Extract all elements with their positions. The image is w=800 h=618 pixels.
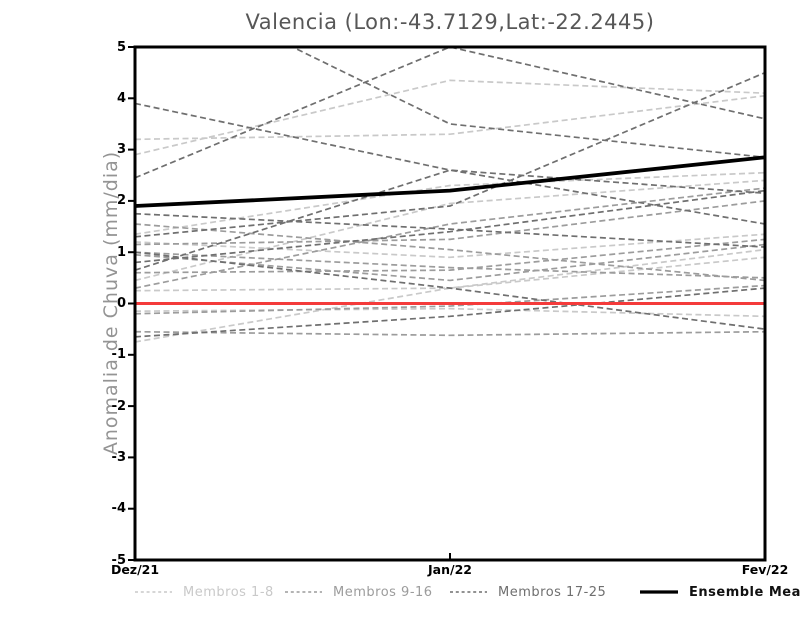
member-line (134, 179, 766, 282)
member-line (134, 223, 766, 282)
y-tick-label: -2 (111, 398, 126, 414)
member-line (134, 79, 766, 156)
member-line (134, 251, 766, 330)
legend: Membros 1-8 Membros 9-16 Membros 17-25 Ense… (0, 584, 800, 600)
x-tick-label: Dez/21 (110, 562, 160, 577)
y-tick-label: -4 (111, 501, 126, 517)
member-line (134, 189, 766, 264)
y-tick-label: -3 (111, 449, 126, 465)
legend-label: Membros 9-16 (333, 584, 433, 600)
legend-label: Membros 1-8 (183, 584, 274, 600)
legend-item: Membros 17-25 (450, 584, 606, 600)
member-line (134, 238, 766, 274)
member-line (134, 284, 766, 315)
legend-item: Membros 1-8 (135, 584, 274, 600)
member-line (134, 212, 766, 248)
y-tick-label: 3 (116, 142, 126, 158)
member-line (134, 46, 766, 179)
legend-dashed-line-sample (285, 591, 322, 593)
member-line (134, 233, 766, 259)
member-line (134, 200, 766, 246)
ensemble-mean-line (134, 155, 766, 208)
legend-label: Ensemble Mean (689, 584, 800, 600)
y-tick-label: 5 (116, 39, 126, 55)
member-line (134, 251, 766, 279)
member-line (134, 71, 766, 238)
legend-dashed-line-sample (135, 591, 172, 593)
y-tick-label: 0 (116, 296, 126, 311)
y-tick-label: -1 (111, 347, 126, 363)
y-tick-label: 4 (116, 90, 126, 106)
member-line (134, 94, 766, 141)
legend-item: Ensemble Mean (640, 584, 800, 600)
member-line (134, 248, 766, 343)
x-tick-label: Fev/22 (741, 562, 789, 577)
member-line (288, 46, 766, 159)
legend-label: Membros 17-25 (498, 584, 607, 600)
legend-solid-line-sample (640, 590, 678, 594)
member-line (134, 171, 766, 236)
y-tick-label: 2 (116, 193, 126, 209)
y-tick-label: -5 (111, 552, 126, 568)
member-line (134, 330, 766, 337)
member-line (134, 102, 766, 225)
member-line (134, 187, 766, 289)
legend-dashed-line-sample (450, 591, 487, 593)
y-tick-label: 1 (116, 244, 126, 260)
member-line (134, 307, 766, 318)
member-line (134, 287, 766, 338)
member-line (134, 169, 766, 271)
chart-title: Valencia (Lon:-43.7129,Lat:-22.2445) (245, 10, 655, 34)
legend-item: Membros 9-16 (285, 584, 433, 600)
x-tick-label: Jan/22 (428, 562, 472, 577)
